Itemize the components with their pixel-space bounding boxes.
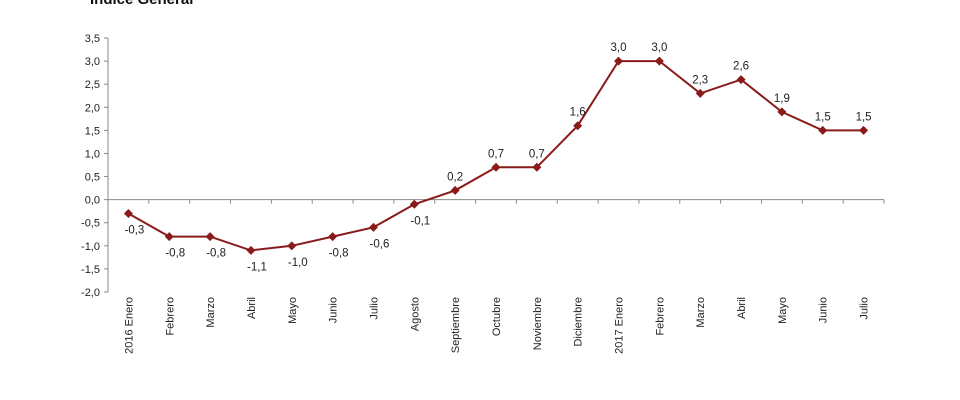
x-tick-label: Marzo (205, 297, 217, 328)
data-label: -0,6 (370, 238, 390, 250)
data-label: 2,6 (733, 61, 749, 73)
data-point (573, 121, 583, 131)
data-label: 1,9 (774, 93, 790, 105)
data-point (818, 125, 828, 135)
data-label: 1,5 (815, 111, 831, 123)
y-tick-label: 1,5 (85, 125, 100, 137)
data-labels: -0,3 -0,8 -0,8 -1,1 -1,0 -0,8 -0,6 -0,1 0,2 0,7 0,… (125, 42, 872, 273)
data-markers (123, 56, 869, 255)
y-tick-label: 3,5 (85, 33, 100, 45)
data-label: 0,2 (447, 171, 463, 183)
data-point (695, 88, 705, 98)
y-tick-label: -1,0 (81, 241, 100, 253)
y-tick-label: 2,0 (85, 102, 100, 114)
data-point (328, 232, 338, 242)
y-tick-label: 0,0 (85, 195, 100, 207)
data-label: 0,7 (488, 148, 504, 160)
y-tick-label: 2,5 (85, 79, 100, 91)
y-tick-label: -0,5 (81, 218, 100, 230)
x-tick-label: 2016 Enero (123, 297, 135, 354)
data-label: -0,8 (165, 248, 185, 260)
y-tick-label: -1,5 (81, 264, 100, 276)
y-tick-label: 0,5 (85, 172, 100, 184)
data-label: -1,1 (247, 261, 267, 273)
x-tick-label: Noviembre (532, 297, 544, 350)
x-tick-label: Marzo (695, 297, 707, 328)
data-label: 2,3 (692, 74, 708, 86)
data-point (532, 162, 542, 172)
x-tick-label: Febrero (164, 297, 176, 336)
x-tick-label: Julio (368, 297, 380, 320)
data-point (614, 56, 624, 66)
chart-title: Índice General (90, 0, 193, 8)
data-label: 1,5 (856, 111, 872, 123)
x-tick-label: Abril (246, 297, 258, 319)
x-tick-label: Febrero (654, 297, 666, 336)
data-label: 3,0 (651, 42, 667, 54)
x-axis-ticks: 2016 Enero Febrero Marzo Abril Mayo Junio Juli… (107, 199, 885, 354)
data-point (491, 162, 501, 172)
data-point (777, 107, 787, 117)
data-point (164, 232, 174, 242)
y-tick-label: 1,0 (85, 148, 100, 160)
x-tick-label: Mayo (777, 297, 789, 324)
data-label: -0,8 (329, 248, 349, 260)
data-label: -0,3 (125, 224, 145, 236)
x-tick-label: 2017 Enero (614, 297, 626, 354)
data-point (368, 222, 378, 232)
data-point (409, 199, 419, 209)
x-tick-label: Junio (328, 297, 340, 323)
data-point (205, 232, 215, 242)
x-tick-label: Junio (818, 297, 830, 323)
x-tick-label: Diciembre (573, 297, 585, 347)
data-point (859, 125, 869, 135)
x-tick-label: Octubre (491, 297, 503, 336)
data-label: -0,1 (410, 215, 430, 227)
x-tick-label: Agosto (409, 297, 421, 331)
data-point (450, 185, 460, 195)
data-point (654, 56, 664, 66)
x-tick-label: Julio (859, 297, 871, 320)
data-point (287, 241, 297, 251)
y-tick-label: 3,0 (85, 56, 100, 68)
data-point (736, 75, 746, 85)
data-label: -1,0 (288, 257, 308, 269)
x-tick-label: Abril (736, 297, 748, 319)
x-tick-label: Mayo (287, 297, 299, 324)
y-tick-label: -2,0 (81, 287, 100, 299)
data-label: 3,0 (611, 42, 627, 54)
y-axis-ticks: 3,5 3,0 2,5 2,0 1,5 1,0 0,5 0,0 -0,5 -1,0 -1,5 -2,0 (81, 33, 108, 299)
data-point (246, 245, 256, 255)
x-tick-label: Septiembre (450, 297, 462, 353)
data-label: 1,6 (570, 107, 586, 119)
data-label: -0,8 (206, 248, 226, 260)
data-point (123, 208, 133, 218)
data-label: 0,7 (529, 148, 545, 160)
